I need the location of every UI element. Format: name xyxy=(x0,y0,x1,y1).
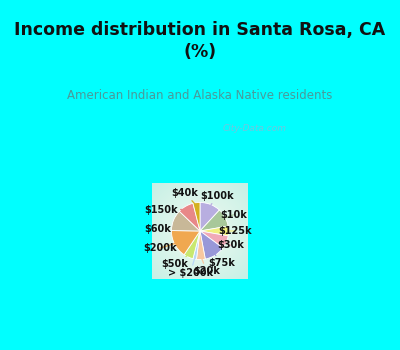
Text: $60k: $60k xyxy=(145,222,177,234)
Text: American Indian and Alaska Native residents: American Indian and Alaska Native reside… xyxy=(67,89,333,101)
Text: $150k: $150k xyxy=(144,205,187,215)
Wedge shape xyxy=(200,231,228,248)
Text: $40k: $40k xyxy=(171,188,198,206)
Text: $75k: $75k xyxy=(208,252,235,268)
Text: $125k: $125k xyxy=(218,226,252,236)
Text: $200k: $200k xyxy=(143,243,178,253)
Wedge shape xyxy=(200,226,228,236)
Wedge shape xyxy=(172,231,200,255)
Wedge shape xyxy=(200,231,223,259)
Text: > $200k: > $200k xyxy=(168,256,213,278)
Wedge shape xyxy=(196,231,205,260)
Text: $10k: $10k xyxy=(220,210,247,220)
Wedge shape xyxy=(179,203,200,231)
Text: $50k: $50k xyxy=(161,254,190,269)
Wedge shape xyxy=(200,210,228,231)
Wedge shape xyxy=(193,231,200,259)
Wedge shape xyxy=(193,202,200,231)
Text: $100k: $100k xyxy=(200,191,234,208)
Text: Income distribution in Santa Rosa, CA
(%): Income distribution in Santa Rosa, CA (%… xyxy=(14,21,386,61)
Wedge shape xyxy=(172,211,200,231)
Wedge shape xyxy=(200,202,219,231)
Text: $20k: $20k xyxy=(193,256,220,276)
Text: $30k: $30k xyxy=(217,240,244,250)
Text: City-Data.com: City-Data.com xyxy=(223,124,287,133)
Wedge shape xyxy=(184,231,200,259)
